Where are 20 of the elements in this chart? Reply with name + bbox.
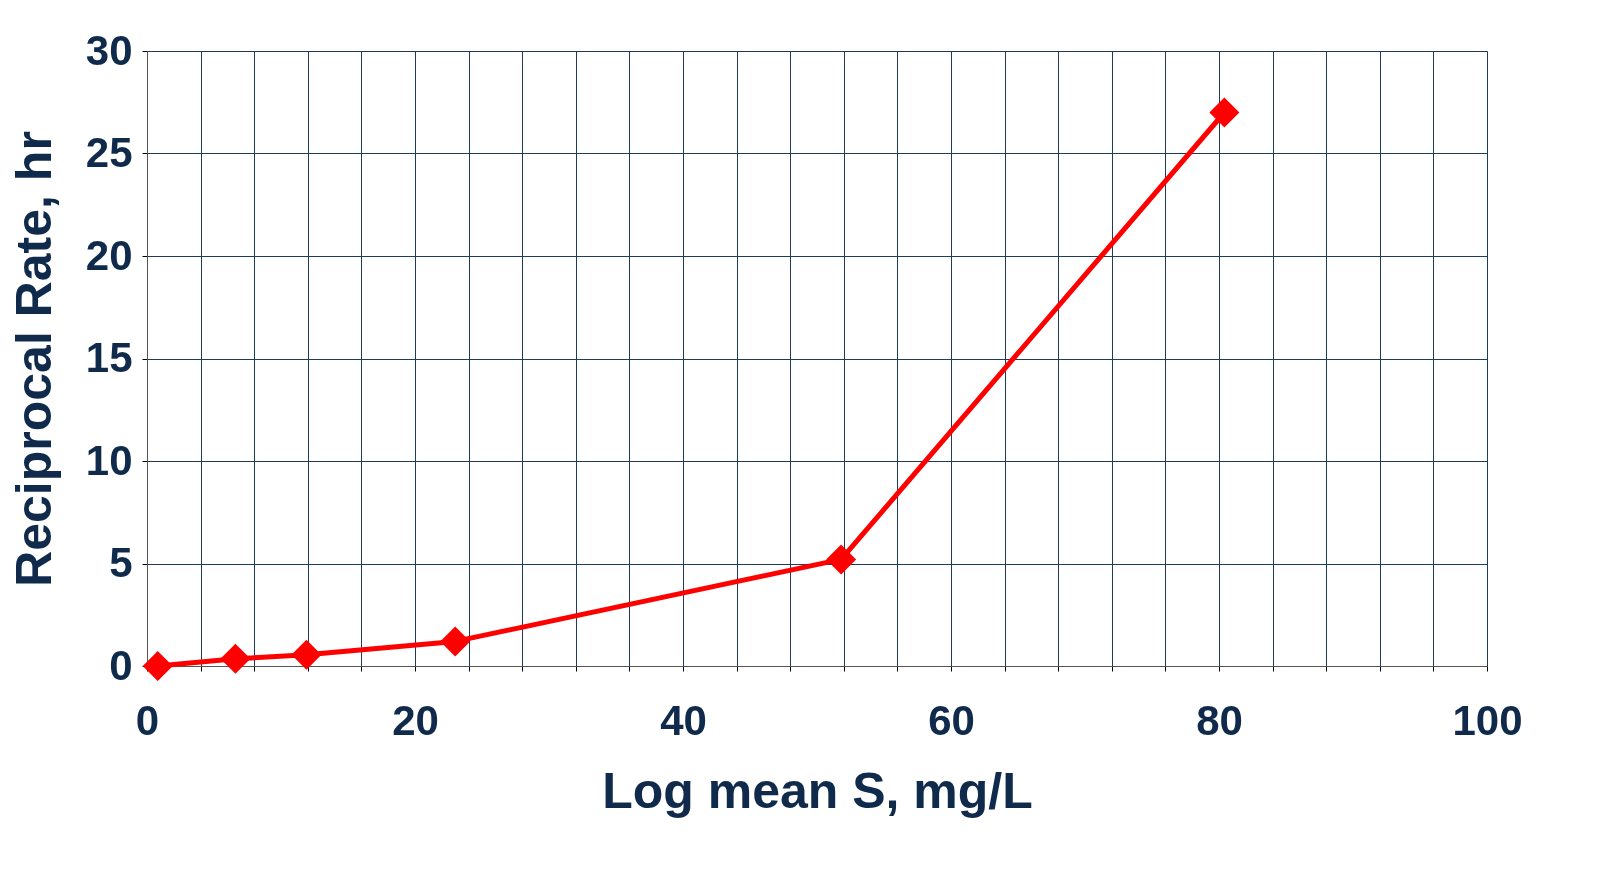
x-tick-label: 100 bbox=[1452, 696, 1523, 744]
point bbox=[291, 639, 322, 670]
y-tick-label: 10 bbox=[85, 436, 133, 484]
y-axis-title: Reciprocal Rate, hr bbox=[5, 131, 62, 587]
point bbox=[142, 651, 173, 681]
point bbox=[826, 544, 857, 575]
x-tick-label: 80 bbox=[1196, 696, 1243, 744]
point bbox=[220, 643, 251, 674]
y-tick-label: 5 bbox=[109, 539, 133, 586]
y-tick-label: 15 bbox=[85, 334, 133, 381]
y-tick-label: 0 bbox=[109, 641, 133, 689]
point bbox=[440, 626, 471, 657]
x-axis-title: Log mean S, mg/L bbox=[602, 762, 1033, 819]
x-tick-label: 60 bbox=[928, 696, 975, 744]
y-tick-label: 25 bbox=[85, 129, 133, 176]
x-tick-label: 20 bbox=[392, 696, 439, 744]
x-tick-label: 40 bbox=[660, 696, 707, 744]
point bbox=[1209, 97, 1240, 128]
y-tick-label: 20 bbox=[85, 231, 133, 279]
y-tick-label: 30 bbox=[85, 26, 133, 74]
